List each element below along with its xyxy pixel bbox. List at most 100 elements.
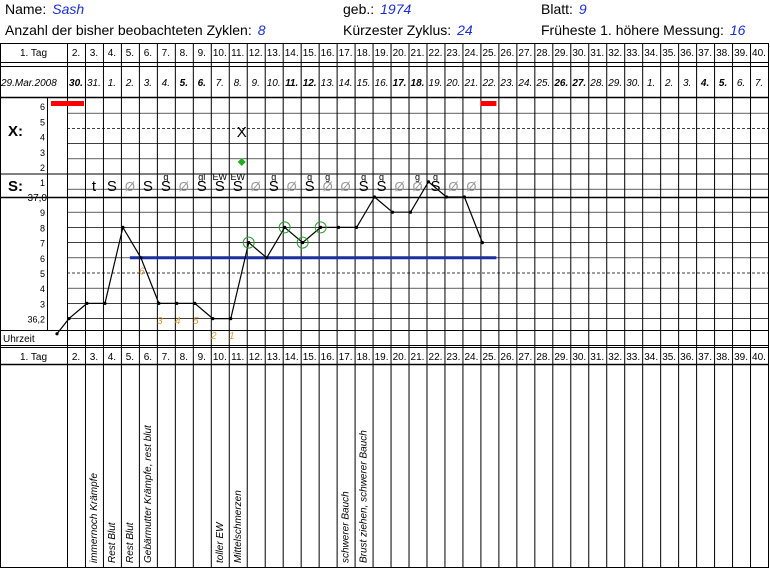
day-note: Brust ziehen, schwerer Bauch	[359, 430, 370, 563]
orange-number: 2	[210, 331, 217, 342]
day-note: Mittelschmerzen	[233, 490, 244, 563]
mucus-symbol: Ø	[179, 179, 189, 194]
time-row-label: Uhrzeit	[3, 334, 35, 345]
day-number: 5.	[126, 48, 134, 59]
x-scale-tick: 3	[40, 148, 45, 158]
date-label: 12.	[303, 78, 317, 89]
temp-tick: 8	[40, 223, 45, 233]
temp-tick: 7	[40, 239, 45, 249]
day-number: 16.	[321, 48, 335, 59]
day-number-bottom: 5.	[126, 352, 134, 363]
date-label: 5.	[180, 78, 188, 89]
day-number: 22.	[429, 48, 443, 59]
day-number: 24.	[464, 48, 478, 59]
date-label: 11.	[285, 78, 298, 89]
date-label: 2.	[125, 78, 134, 89]
temperature-point	[229, 317, 233, 321]
date-label: 18.	[411, 78, 425, 89]
orange-number: 3	[157, 316, 163, 327]
orange-number: 4	[175, 316, 181, 327]
date-label: 1.	[647, 78, 655, 89]
temperature-point	[480, 241, 484, 245]
mucus-superscript: gl	[198, 172, 205, 182]
orange-number: 5	[193, 316, 199, 327]
date-label: 22.	[481, 78, 496, 89]
day-number-bottom: 10.	[213, 352, 227, 363]
circled-point	[314, 221, 327, 234]
temperature-point	[139, 256, 143, 260]
shortest-label: Kürzester Zyklus: 24	[343, 22, 473, 38]
mucus-symbol: S	[359, 178, 369, 195]
day-note: Rest Blut	[125, 521, 136, 563]
day-number-bottom: 15.	[303, 352, 317, 363]
day-number: 25.	[482, 48, 496, 59]
temperature-point	[408, 210, 413, 214]
circled-point	[278, 221, 291, 234]
birth-value: 1974	[380, 1, 412, 17]
day-number: 19.	[375, 48, 389, 59]
day-number: 11.	[231, 48, 244, 59]
cycles-label: Anzahl der bisher beobachteten Zyklen: 8	[5, 22, 266, 38]
date-label: 29.	[607, 78, 622, 89]
mucus-superscript: g	[361, 172, 366, 182]
day-number: 40.	[752, 48, 766, 59]
mucus-symbol: Ø	[251, 179, 261, 194]
day-number: 33.	[626, 48, 640, 59]
day-number-bottom: 12.	[249, 352, 263, 363]
day-number-bottom: 37.	[698, 352, 712, 363]
day-number: 6.	[144, 48, 152, 59]
sheet-value: 9	[578, 1, 587, 17]
mucus-superscript: g	[379, 172, 384, 182]
day-number: 37.	[698, 48, 712, 59]
day-number-bottom: 28.	[536, 352, 550, 363]
temperature-point	[319, 225, 323, 229]
birth-label: geb.: 1974	[343, 1, 412, 17]
temperature-point	[354, 225, 359, 229]
bleeding-marker	[51, 101, 84, 106]
temperature-point	[67, 317, 71, 321]
temperature-point	[247, 241, 251, 245]
day-number-bottom: 27.	[518, 352, 532, 363]
day-number-bottom: 4.	[108, 352, 116, 363]
date-label: 8.	[234, 78, 242, 89]
temperature-point	[211, 317, 215, 321]
temperature-point	[121, 225, 125, 229]
mucus-symbol: Ø	[466, 179, 476, 194]
mucus-symbol: S	[143, 178, 153, 195]
mucus-superscript: g	[433, 172, 438, 182]
x-scale-tick: 1	[40, 178, 45, 188]
day-number: 28.	[536, 48, 550, 59]
temp-tick: 9	[40, 208, 45, 218]
mucus-superscript: EW	[213, 172, 228, 182]
mucus-symbol: Ø	[394, 179, 404, 194]
mucus-symbol: S	[305, 178, 315, 195]
day-number: 39.	[734, 48, 748, 59]
day-number-bottom: 24.	[464, 352, 478, 363]
day-number: 34.	[644, 48, 658, 59]
day-number-bottom: 39.	[734, 352, 748, 363]
chart-frame	[0, 43, 769, 568]
temperature-point	[337, 225, 341, 229]
mucus-superscript: g	[325, 172, 330, 182]
orange-number: 6	[139, 266, 145, 277]
day-number: 17.	[339, 48, 353, 59]
temp-tick: 6	[40, 254, 45, 264]
day-number-bottom: 30.	[572, 352, 586, 363]
temperature-point	[283, 225, 287, 229]
date-label: 16.	[375, 78, 389, 89]
day-note: Rest Blut	[107, 521, 118, 563]
date-label: 6.	[737, 78, 745, 89]
orange-number: 1	[229, 331, 235, 342]
mucus-symbol: Ø	[341, 179, 351, 194]
temperature-point	[426, 180, 431, 184]
date-label: 14.	[339, 78, 353, 89]
x-row-label: X:	[8, 123, 23, 140]
day-note: Gebärmutter Krämpfe, rest blut	[143, 424, 154, 563]
date-label: 1.	[108, 78, 116, 89]
day-number-bottom: 13.	[267, 352, 281, 363]
day-number-bottom: 7.	[162, 352, 170, 363]
temperature-point	[372, 195, 377, 199]
day-number-bottom: 21.	[411, 352, 425, 363]
date-label: 31.	[87, 78, 101, 89]
temp-tick: 4	[40, 284, 45, 294]
